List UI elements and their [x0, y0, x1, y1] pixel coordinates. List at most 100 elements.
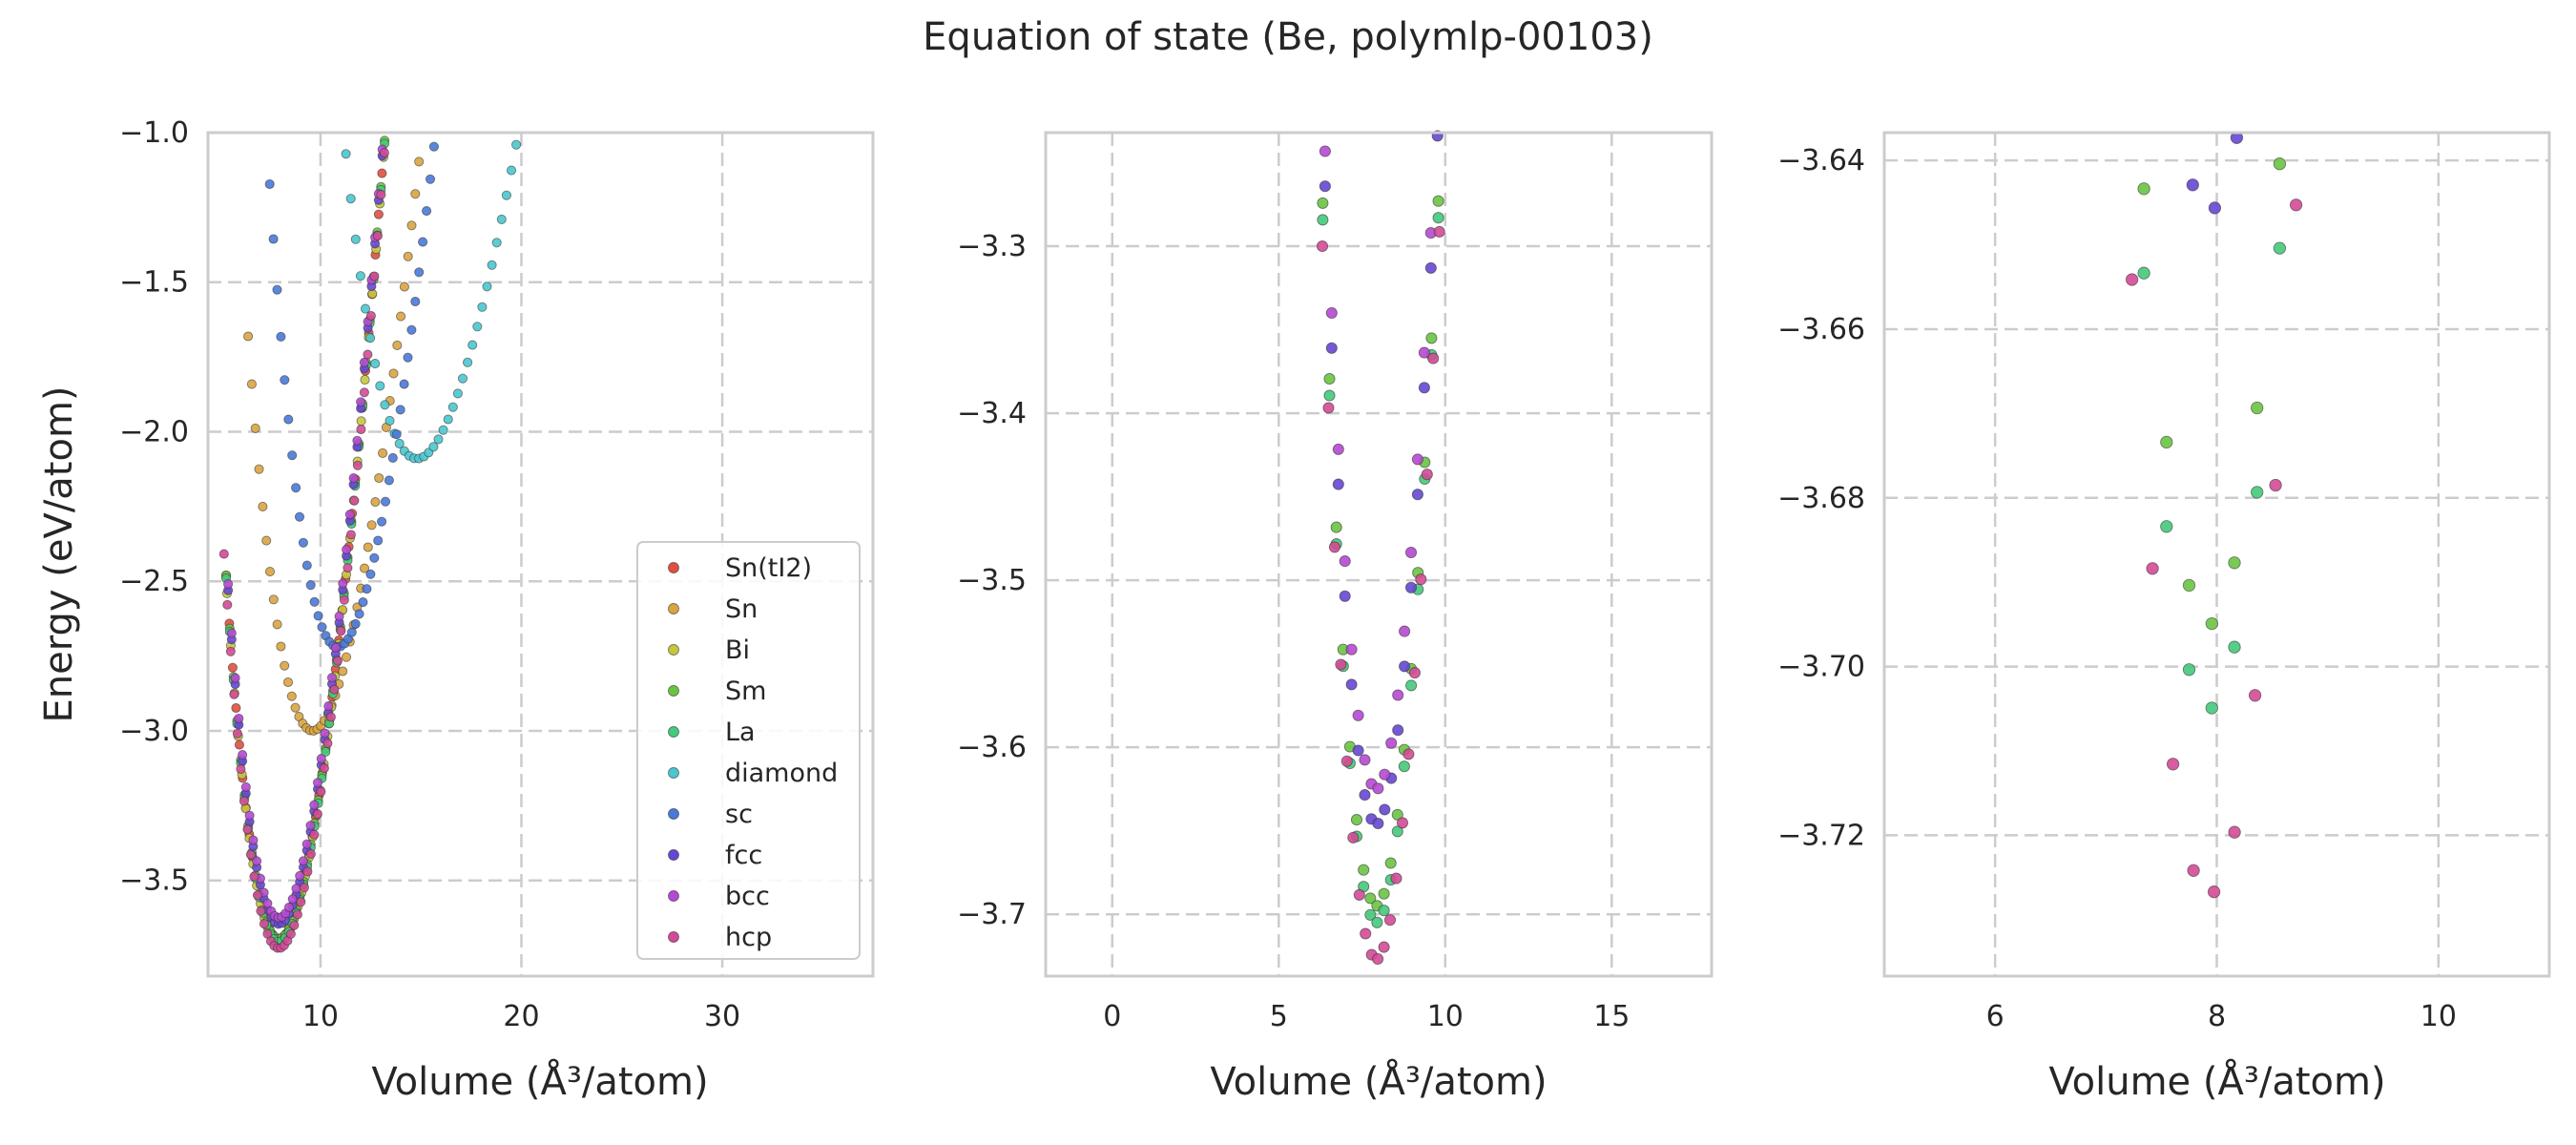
data-points — [1316, 130, 1445, 966]
point-sc — [287, 450, 298, 461]
point-bcc — [1332, 443, 1344, 455]
point-hcp — [349, 495, 360, 506]
x-tick-label: 10 — [1427, 1000, 1464, 1033]
point-sc — [283, 414, 294, 425]
legend-marker — [668, 603, 679, 614]
point-bcc — [323, 701, 334, 712]
point-hcp — [356, 424, 366, 435]
point-bcc — [1399, 625, 1411, 637]
point-hcp — [309, 829, 320, 840]
point-sc — [410, 296, 421, 307]
y-tick-label: −1.0 — [119, 116, 189, 150]
point-sn — [341, 652, 352, 662]
point-sc — [305, 580, 316, 591]
point-hcp — [363, 349, 373, 360]
point-hcp — [2146, 562, 2159, 575]
point-hcp — [292, 909, 302, 920]
x-axis-label: Volume (Å³/atom) — [2048, 1058, 2385, 1104]
point-hcp — [1378, 941, 1390, 953]
point-hcp — [1396, 817, 1409, 829]
point-sc — [414, 267, 425, 278]
point-diamond — [477, 302, 488, 312]
y-tick-label: −3.5 — [957, 564, 1027, 597]
point-hcp — [379, 148, 389, 158]
point-sn — [410, 189, 421, 199]
point-fcc — [1332, 478, 1344, 490]
point-sc — [298, 537, 308, 548]
point-sc — [395, 405, 405, 415]
point-fcc — [1404, 581, 1418, 593]
point-diamond — [370, 359, 381, 369]
point-sc — [272, 284, 282, 295]
point-hcp — [1383, 914, 1397, 926]
legend-marker — [668, 849, 679, 861]
legend-label: sc — [725, 800, 753, 829]
point-hcp — [1340, 755, 1353, 767]
y-tick-label: −3.68 — [1777, 482, 1865, 515]
point-sc — [280, 375, 290, 385]
point-sc — [406, 324, 417, 335]
point-sm — [2137, 182, 2150, 196]
point-sm — [1330, 521, 1342, 533]
point-diamond — [433, 434, 444, 445]
point-bcc — [344, 510, 355, 520]
point-sm — [2251, 401, 2264, 415]
point-sn-ti2- — [227, 662, 238, 673]
y-tick-label: −3.64 — [1777, 144, 1865, 177]
point-fcc — [1359, 789, 1371, 802]
point-sn — [268, 594, 279, 605]
point-bcc — [262, 898, 273, 908]
point-hcp — [1372, 952, 1384, 966]
point-sn — [261, 535, 272, 546]
point-bcc — [1411, 453, 1423, 466]
point-diamond — [506, 165, 517, 176]
point-la — [1432, 212, 1444, 224]
point-hcp — [2207, 885, 2221, 899]
point-bcc — [330, 642, 341, 653]
point-sc — [365, 569, 376, 579]
point-hcp — [218, 549, 229, 559]
legend-marker — [668, 644, 679, 656]
point-diamond — [360, 303, 371, 314]
point-sn — [282, 677, 294, 688]
point-diamond — [457, 373, 468, 384]
point-sc — [391, 429, 402, 440]
point-diamond — [496, 214, 507, 224]
legend-frame — [636, 541, 861, 960]
x-tick-label: 10 — [302, 1000, 339, 1033]
point-hcp — [305, 848, 316, 860]
y-axis-label: Energy (eV/atom) — [37, 385, 81, 722]
tick-labels: 6 8 10 −3.72 −3.70 −3.68 −3.66 −3.64 — [1777, 144, 2457, 1033]
axes-frame — [206, 131, 875, 978]
point-diamond — [452, 388, 463, 399]
point-bcc — [244, 810, 255, 821]
point-la — [1391, 825, 1403, 838]
point-hcp — [1415, 573, 1427, 586]
point-bcc — [238, 750, 248, 760]
point-sn — [290, 702, 301, 713]
legend-label: bcc — [725, 882, 770, 911]
y-tick-label: −3.70 — [1777, 651, 1865, 684]
point-hcp — [1433, 225, 1445, 238]
point-sc — [268, 234, 279, 244]
legend-marker — [668, 562, 679, 573]
point-la — [2228, 640, 2241, 654]
y-tick-label: −3.6 — [957, 731, 1027, 764]
point-bcc — [1352, 709, 1364, 721]
point-fcc — [1339, 590, 1351, 602]
tick-labels: 10 20 30 −3.5 −3.0 −2.5 −2.0 −1.5 −1.0 — [119, 116, 740, 1033]
point-diamond — [487, 260, 497, 270]
point-hcp — [329, 684, 340, 695]
point-sm — [2205, 616, 2218, 631]
legend: Sn(tI2) Sn Bi Sm La diamond sc fcc bcc hcp — [636, 541, 861, 960]
point-sc — [346, 627, 357, 637]
point-sm — [1425, 332, 1438, 344]
point-diamond — [428, 442, 439, 452]
point-sn-ti2- — [377, 168, 387, 178]
point-sn — [399, 281, 409, 292]
point-hcp — [1322, 402, 1335, 414]
point-hcp — [372, 231, 383, 241]
point-sc — [369, 552, 380, 563]
y-tick-label: −3.4 — [957, 397, 1027, 430]
